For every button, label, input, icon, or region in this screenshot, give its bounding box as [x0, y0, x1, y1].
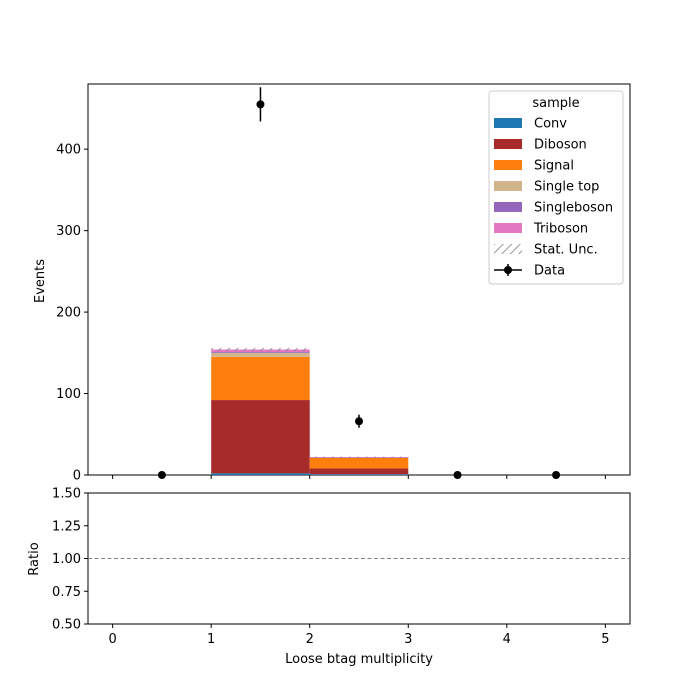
ratio-y-tick-label-0: 0.50 — [52, 618, 81, 633]
x-tick-label-1: 1 — [207, 632, 215, 647]
ratio-panel: 0.50 0.75 1.00 1.25 1.50 0 1 2 3 4 5 Ratio Loose … — [27, 487, 631, 667]
stacked-bars — [211, 349, 409, 475]
main-y-tick-label-3: 300 — [56, 224, 81, 239]
legend-swatch-stat-unc — [494, 244, 522, 254]
x-tick-label-0: 0 — [108, 632, 116, 647]
ratio-y-tick-label-4: 1.50 — [52, 487, 81, 502]
main-y-tick-label-1: 100 — [56, 387, 81, 402]
main-y-tick-label-4: 400 — [56, 143, 81, 158]
stat-unc-bin-1 — [309, 456, 409, 458]
main-y-tick-label-0: 0 — [73, 469, 81, 484]
legend-swatch-4 — [494, 202, 522, 212]
x-tick-label-4: 4 — [503, 632, 511, 647]
legend-swatch-2 — [494, 160, 522, 170]
x-tick-label-2: 2 — [306, 632, 314, 647]
bar-conv-bin-1 — [211, 473, 310, 475]
stat-unc-band — [211, 347, 409, 458]
legend-box — [488, 90, 624, 285]
legend-swatch-3 — [494, 181, 522, 191]
legend-label-stat-unc: Stat. Unc. — [534, 243, 598, 258]
main-y-tick-label-2: 200 — [56, 306, 81, 321]
bar-signal-bin-2 — [309, 457, 409, 469]
x-tick-label-5: 5 — [601, 632, 609, 647]
legend-label-1: Diboson — [534, 138, 587, 153]
ratio-y-axis-label: Ratio — [27, 542, 42, 575]
ratio-y-ticks: 0.50 0.75 1.00 1.25 1.50 — [52, 487, 88, 633]
data-points — [157, 87, 561, 479]
x-tick-label-3: 3 — [404, 632, 412, 647]
legend: sample Conv Diboson Signal Single top Single… — [488, 90, 624, 285]
data-point-4 — [552, 471, 561, 479]
bar-singleboson-bin-1 — [211, 351, 310, 353]
legend-swatch-5 — [494, 223, 522, 233]
legend-label-0: Conv — [534, 117, 567, 132]
legend-label-4: Singleboson — [534, 201, 613, 216]
legend-label-5: Triboson — [533, 222, 588, 237]
ratio-y-tick-label-3: 1.25 — [52, 519, 81, 534]
data-point-3 — [453, 471, 462, 479]
legend-items: Conv Diboson Signal Single top Singleboson Tr… — [494, 117, 613, 279]
legend-label-2: Signal — [534, 159, 574, 174]
legend-label-data: Data — [534, 264, 565, 279]
stat-unc-bin-0 — [211, 347, 310, 352]
legend-data-marker — [504, 266, 512, 274]
main-panel: 0 100 200 300 400 Events sample Conv Diboson S… — [33, 83, 631, 484]
main-y-ticks: 0 100 200 300 400 — [56, 143, 88, 484]
legend-label-3: Single top — [534, 180, 599, 195]
legend-swatch-0 — [494, 118, 522, 128]
x-axis-label: Loose btag multiplicity — [285, 652, 433, 667]
data-point-1 — [256, 100, 265, 109]
main-y-axis-label: Events — [33, 259, 48, 303]
bar-diboson-bin-1 — [211, 400, 310, 474]
data-point-2 — [355, 417, 363, 426]
ratio-y-tick-label-1: 0.75 — [52, 585, 81, 600]
bar-conv-bin-2 — [309, 474, 409, 475]
data-point-0 — [157, 471, 166, 479]
legend-title: sample — [532, 96, 579, 111]
legend-swatch-1 — [494, 139, 522, 149]
bar-single-top-bin-1 — [211, 352, 310, 357]
main-x-ticks — [112, 475, 606, 479]
ratio-x-ticks: 0 1 2 3 4 5 — [108, 624, 610, 647]
bar-diboson-bin-2 — [309, 468, 409, 475]
bar-signal-bin-1 — [211, 356, 310, 401]
ratio-y-tick-label-2: 1.00 — [52, 552, 81, 567]
